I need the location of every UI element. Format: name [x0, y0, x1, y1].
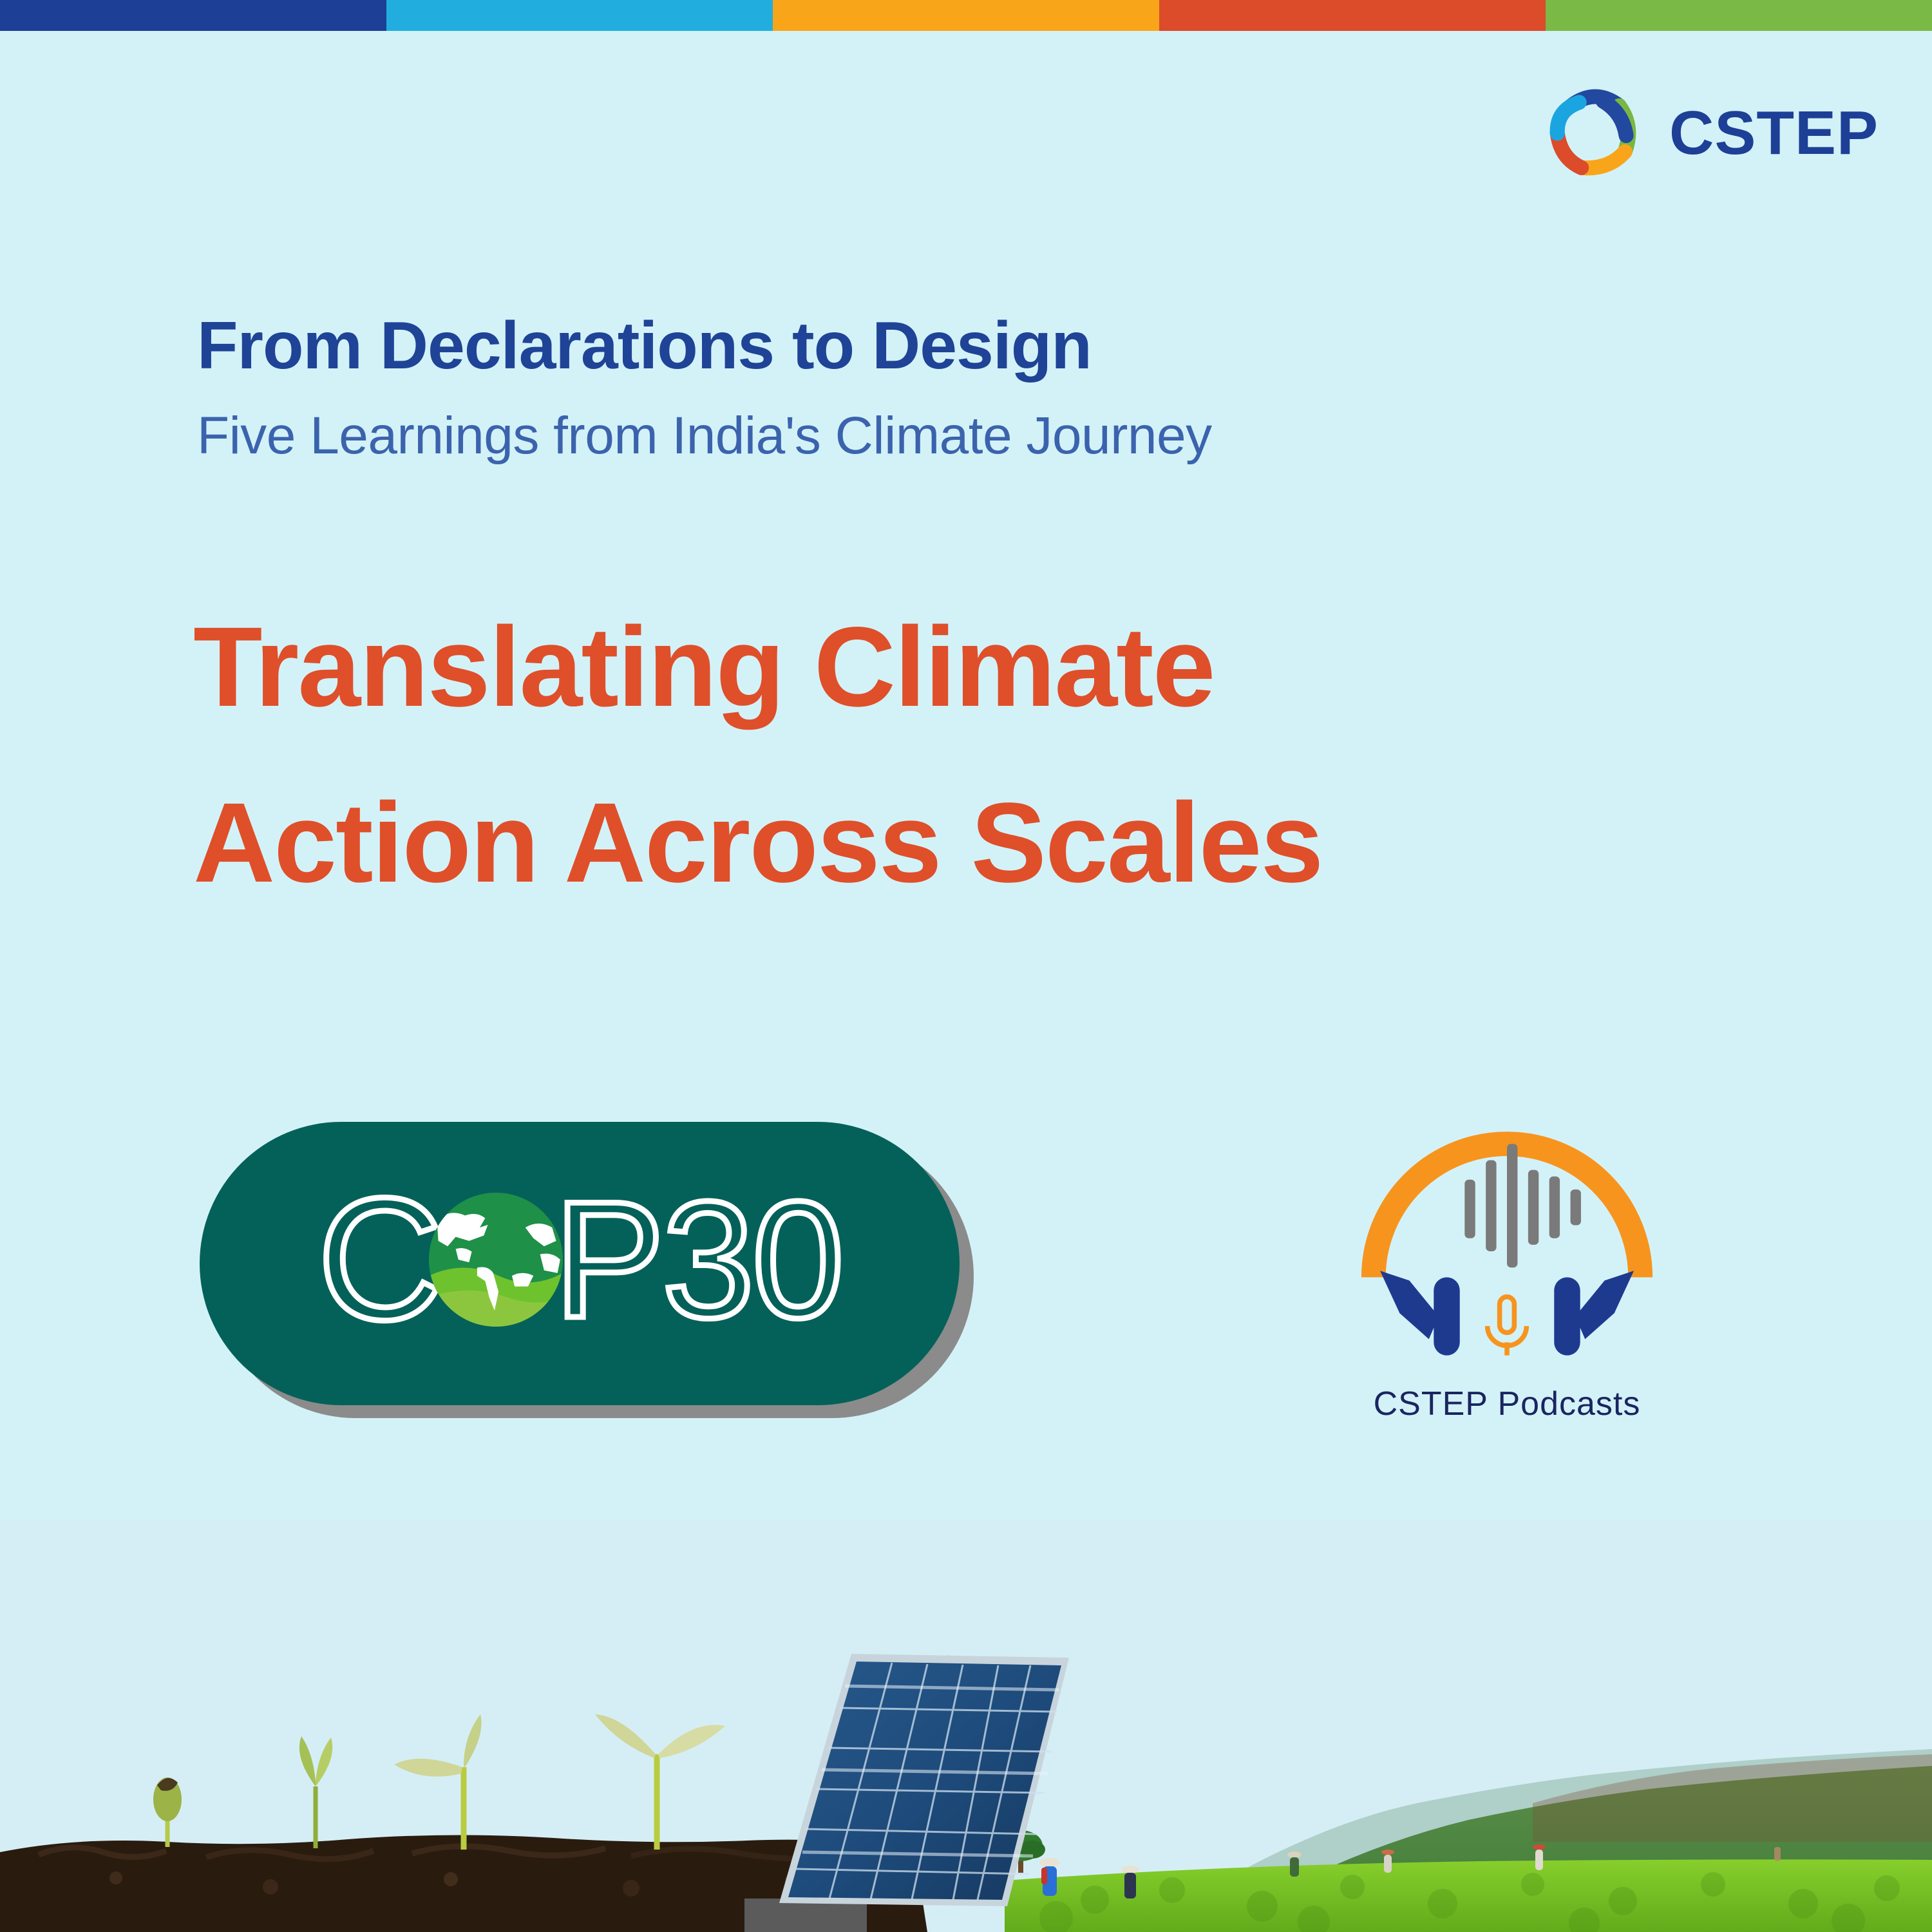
page-title: Translating Climate Action Across Scales [193, 580, 1674, 931]
photo-illustration [0, 1654, 1932, 1932]
cop30-letter-c: C [314, 1162, 446, 1356]
hill-ridge-brown [1533, 1754, 1932, 1842]
color-bar-segment-orange [773, 0, 1159, 31]
color-bar-segment-green [1546, 0, 1932, 31]
climate-action-photo-band [0, 1520, 1932, 1932]
green-globe-icon [428, 1193, 563, 1327]
cop30-badge-pill: C [200, 1122, 960, 1405]
cstep-interlocking-ring-logo [1549, 89, 1636, 176]
cstep-wordmark: CSTEP [1669, 99, 1879, 167]
cop30-badge[interactable]: C [200, 1122, 974, 1418]
tea-plantation-field [1005, 1859, 1932, 1932]
seedling-sprout-1 [153, 1777, 182, 1847]
brand-color-bar [0, 0, 1932, 31]
page-subtitle: Five Learnings from India's Climate Jour… [197, 406, 1212, 465]
solar-panel [744, 1654, 1069, 1932]
cop30-letters-p30: P30 [551, 1166, 847, 1352]
cstep-podcasts-logo[interactable]: CSTEP Podcasts [1327, 1069, 1687, 1430]
cstep-brand-logo[interactable]: CSTEP [1538, 72, 1878, 194]
page-title-line-1: Translating Climate [193, 604, 1216, 730]
solar-panel-glass [788, 1662, 1061, 1900]
seedling-sprout-2 [299, 1736, 333, 1848]
page-title-line-2: Action Across Scales [193, 779, 1323, 906]
color-bar-segment-red [1159, 0, 1546, 31]
seedling-sprout-3 [394, 1714, 482, 1850]
solar-panel-busbars [802, 1684, 1059, 1858]
page-eyebrow-title: From Declarations to Design [197, 308, 1092, 383]
seedling-sprout-4 [595, 1714, 725, 1850]
solar-panel-base [744, 1899, 867, 1932]
color-bar-segment-light-blue [386, 0, 773, 31]
soil-mound [0, 1835, 927, 1932]
cstep-podcasts-label: CSTEP Podcasts [1373, 1385, 1641, 1423]
headphone-icon [1361, 1132, 1653, 1356]
farm-workers [1039, 1844, 1781, 1899]
field-texture [1039, 1872, 1900, 1932]
color-bar-segment-navy [0, 0, 386, 31]
